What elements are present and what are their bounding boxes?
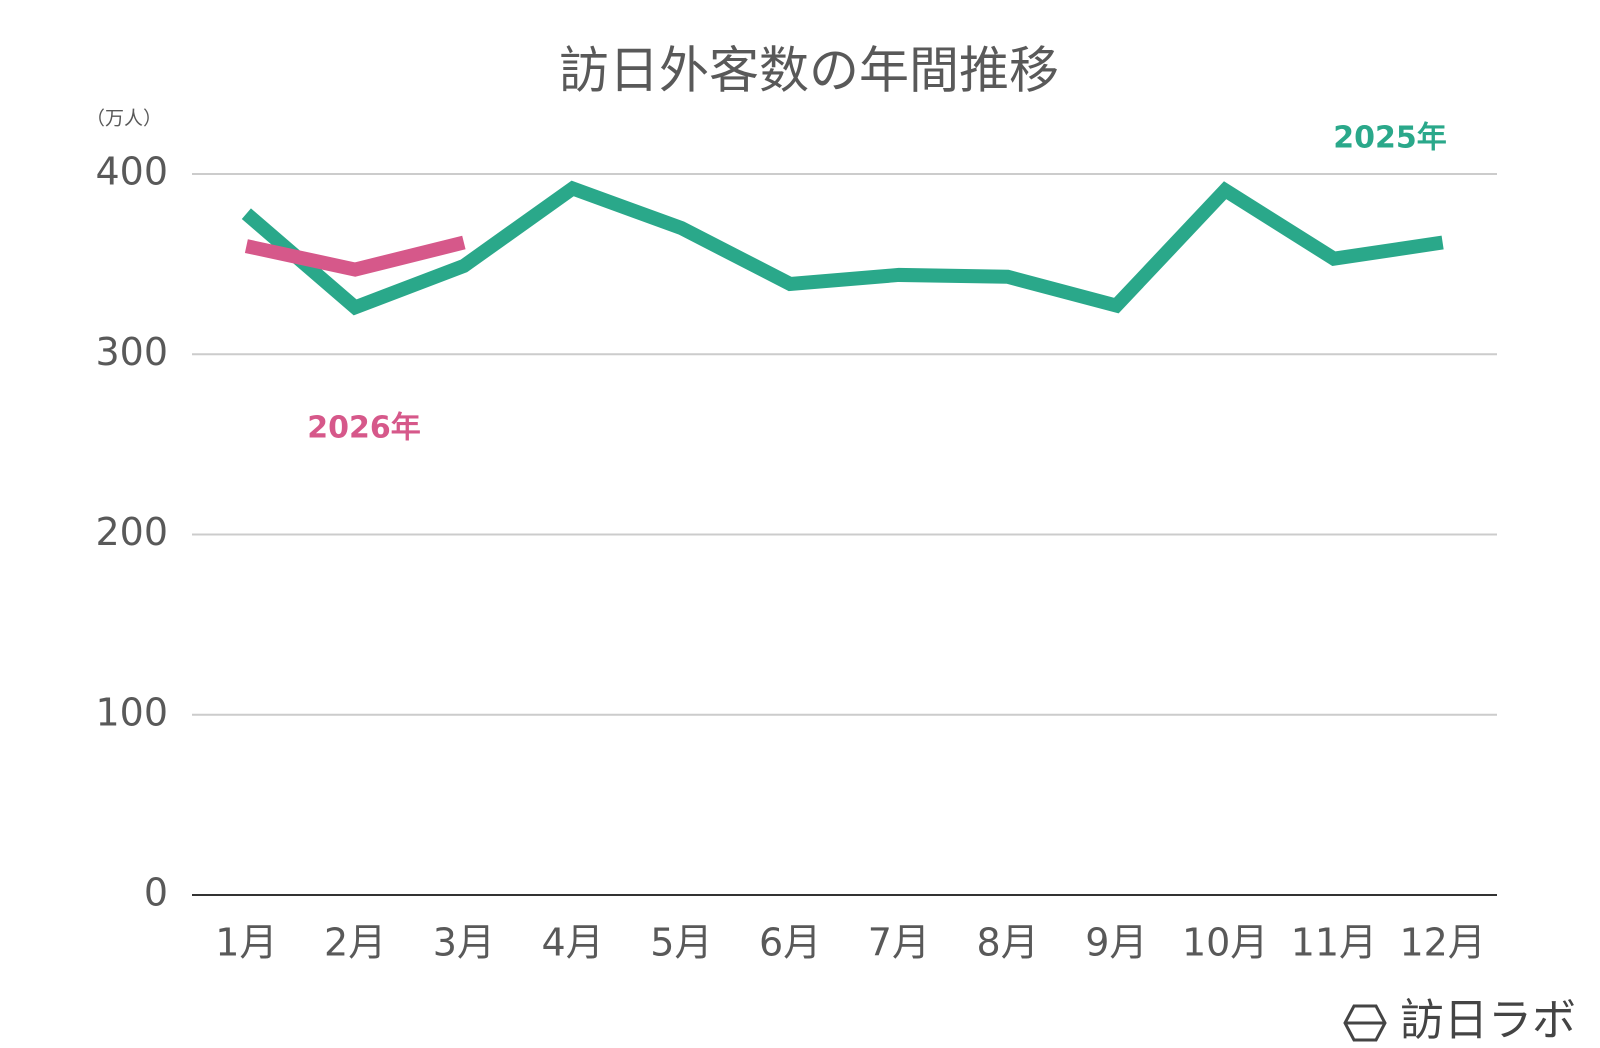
x-tick-label: 5月: [650, 921, 712, 965]
series-line: [241, 180, 1444, 316]
y-tick-label: 400: [95, 150, 168, 194]
x-tick-label: 1月: [215, 921, 277, 965]
x-tick-label: 6月: [759, 921, 821, 965]
series-line: [244, 235, 466, 277]
x-tick-label: 7月: [868, 921, 930, 965]
chart-title: 訪日外客数の年間推移: [559, 42, 1059, 100]
x-tick-label: 11月: [1291, 921, 1377, 965]
x-tick-label: 8月: [977, 921, 1039, 965]
logo-icon: [1343, 1004, 1387, 1042]
x-tick-label: 9月: [1085, 921, 1147, 965]
y-unit: （万人）: [86, 108, 162, 130]
x-tick-label: 10月: [1182, 921, 1268, 965]
logo: 訪日ラボ: [1343, 995, 1576, 1046]
x-tick-label: 2月: [324, 921, 386, 965]
series-label: 2025年: [1333, 121, 1447, 156]
series-label: 2026年: [307, 411, 421, 446]
x-tick-label: 3月: [433, 921, 495, 965]
x-tick-label: 12月: [1399, 921, 1485, 965]
y-tick-label: 100: [95, 690, 168, 734]
x-tick-label: 4月: [542, 921, 604, 965]
y-tick-label: 200: [95, 510, 168, 554]
y-tick-label: 0: [144, 871, 168, 915]
logo-text: 訪日ラボ: [1400, 995, 1576, 1046]
y-tick-label: 300: [95, 330, 168, 374]
